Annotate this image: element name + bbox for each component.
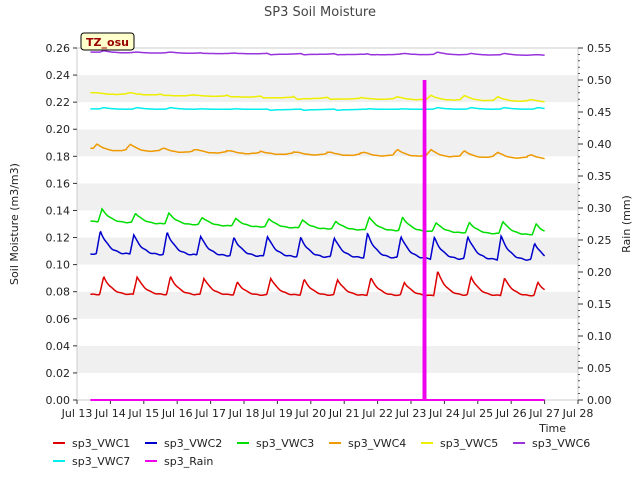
y-axis-left: 0.00 0.02 0.04 0.06 0.08 0.10 0.12 0.14 0.16 0.18… xyxy=(46,42,77,407)
y2-tick-label: 0.30 xyxy=(587,202,612,215)
y-tick-label: 0.12 xyxy=(46,232,71,245)
y-axis-right: 0.00 0.05 0.10 0.15 0.20 0.25 0.30 0.35 0.40 0.45… xyxy=(578,42,612,407)
y2-tick-label: 0.00 xyxy=(587,394,612,407)
legend-label-sp3_VWC2: sp3_VWC2 xyxy=(164,437,222,450)
x-tick-label: Jul 21 xyxy=(328,407,360,420)
y2-tick-label: 0.40 xyxy=(587,138,612,151)
x-tick-label: Jul 16 xyxy=(161,407,193,420)
y-tick-label: 0.14 xyxy=(46,204,71,217)
y2-tick-label: 0.55 xyxy=(587,42,612,55)
x-tick-label: Jul 14 xyxy=(94,407,126,420)
grid-band xyxy=(77,264,578,292)
grid-band xyxy=(77,237,578,265)
site-badge: TZ_osu xyxy=(80,32,135,51)
y-tick-label: 0.24 xyxy=(46,69,71,82)
legend-label-sp3_VWC6: sp3_VWC6 xyxy=(532,437,590,450)
series-line-sp3_VWC4 xyxy=(90,143,545,160)
site-badge-label: TZ_osu xyxy=(86,36,129,49)
x-tick-label: Jul 13 xyxy=(61,407,93,420)
legend-label-sp3_VWC5: sp3_VWC5 xyxy=(440,437,498,450)
grid-band xyxy=(77,102,578,130)
grid-band xyxy=(77,345,578,373)
chart-title: SP3 Soil Moisture xyxy=(264,5,376,20)
series-line-sp3_VWC5 xyxy=(90,91,545,103)
x-tick-label: Jul 23 xyxy=(395,407,427,420)
grid-band xyxy=(77,48,578,76)
series-line-sp3_VWC3 xyxy=(90,207,545,236)
legend-label-sp3_VWC1: sp3_VWC1 xyxy=(72,437,130,450)
legend: sp3_VWC1 sp3_VWC2 sp3_VWC3 sp3_VWC4 sp3_VWC5… xyxy=(53,437,590,468)
x-tick-label: Jul 28 xyxy=(562,407,594,420)
series-line-sp3_Rain xyxy=(90,79,545,401)
grid-band xyxy=(77,291,578,319)
site-badge-box xyxy=(80,32,135,51)
y-tick-label: 0.16 xyxy=(46,177,71,190)
y-tick-label: 0.08 xyxy=(46,286,71,299)
grid-band xyxy=(77,156,578,184)
x-tick-label: Jul 17 xyxy=(194,407,226,420)
y2-tick-label: 0.10 xyxy=(587,330,612,343)
legend-label-sp3_VWC7: sp3_VWC7 xyxy=(72,455,130,468)
x-tick-label: Jul 24 xyxy=(428,407,460,420)
y-tick-label: 0.18 xyxy=(46,150,71,163)
grid-band xyxy=(77,372,578,400)
y2-tick-label: 0.50 xyxy=(587,74,612,87)
y-tick-label: 0.06 xyxy=(46,313,71,326)
series-line-sp3_VWC2 xyxy=(90,230,546,261)
x-axis: Jul 13 Jul 14 Jul 15 Jul 16 Jul 17 Jul 18 Jul … xyxy=(61,400,594,420)
y2-tick-label: 0.35 xyxy=(587,170,612,183)
x-tick-label: Jul 26 xyxy=(495,407,527,420)
legend-label-sp3_VWC4: sp3_VWC4 xyxy=(348,437,406,450)
x-tick-label: Jul 25 xyxy=(461,407,493,420)
grid-band xyxy=(77,318,578,346)
x-tick-label: Jul 22 xyxy=(361,407,393,420)
y2-tick-label: 0.20 xyxy=(587,266,612,279)
y-tick-label: 0.22 xyxy=(46,96,71,109)
background-bands xyxy=(77,48,578,400)
legend-label-sp3_VWC3: sp3_VWC3 xyxy=(256,437,314,450)
grid-band xyxy=(77,183,578,211)
y-tick-label: 0.02 xyxy=(46,367,71,380)
y-tick-label: 0.04 xyxy=(46,340,71,353)
series-line-sp3_VWC7 xyxy=(90,106,545,112)
y-tick-label: 0.20 xyxy=(46,123,71,136)
y-tick-label: 0.10 xyxy=(46,259,71,272)
series-line-sp3_VWC6 xyxy=(90,50,545,56)
y2-tick-label: 0.15 xyxy=(587,298,612,311)
legend-label-sp3_Rain: sp3_Rain xyxy=(164,455,213,468)
x-axis-title: Time xyxy=(538,422,566,435)
x-tick-label: Jul 19 xyxy=(261,407,293,420)
series-group xyxy=(90,50,546,401)
y-tick-label: 0.00 xyxy=(46,394,71,407)
y2-tick-label: 0.05 xyxy=(587,362,612,375)
y2-tick-label: 0.45 xyxy=(587,106,612,119)
series-line-sp3_VWC1 xyxy=(90,271,546,297)
y2-tick-label: 0.25 xyxy=(587,234,612,247)
x-tick-label: Jul 15 xyxy=(127,407,159,420)
y2-axis-title: Rain (mm) xyxy=(620,195,633,253)
x-tick-label: Jul 18 xyxy=(228,407,260,420)
y-axis-title: Soil Moisture (m3/m3) xyxy=(8,163,21,285)
x-tick-label: Jul 27 xyxy=(528,407,560,420)
y-tick-label: 0.26 xyxy=(46,42,71,55)
x-tick-label: Jul 20 xyxy=(294,407,326,420)
